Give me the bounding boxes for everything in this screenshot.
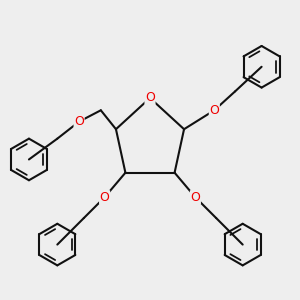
Text: O: O xyxy=(100,191,110,204)
Text: O: O xyxy=(74,115,84,128)
Text: O: O xyxy=(209,104,219,117)
Text: O: O xyxy=(190,191,200,204)
Text: O: O xyxy=(145,92,155,104)
